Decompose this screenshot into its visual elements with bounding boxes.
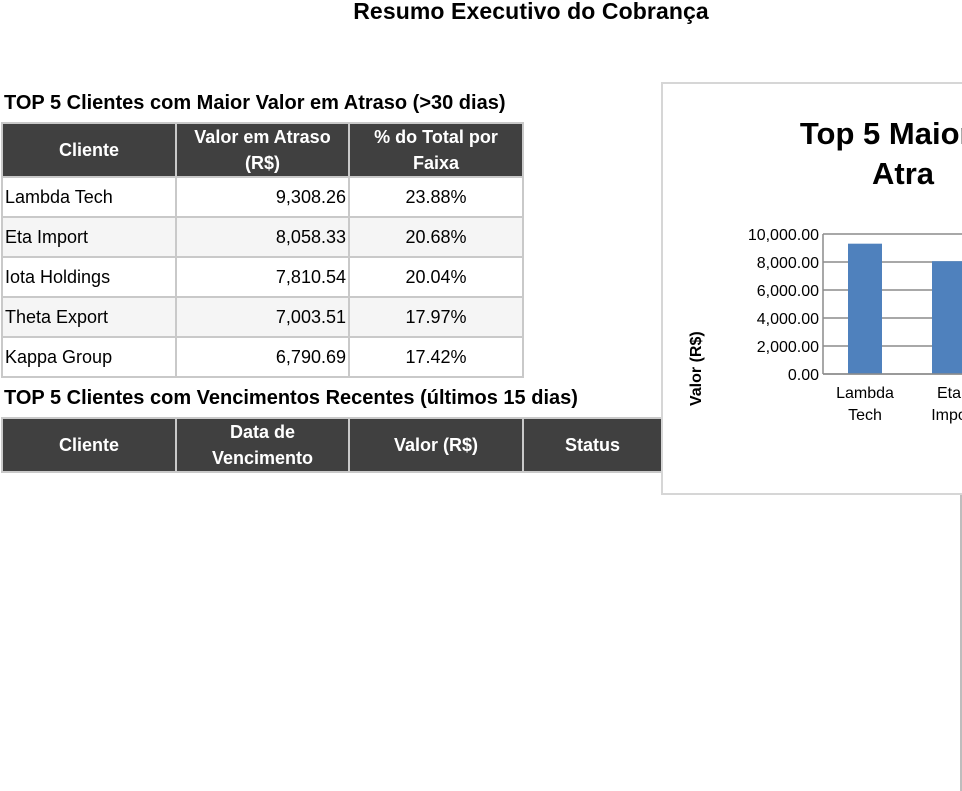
column-header-status[interactable]: Status bbox=[522, 417, 663, 473]
sheet-edge-divider bbox=[960, 490, 962, 791]
percent-cell[interactable]: 20.04% bbox=[348, 256, 524, 298]
table-row[interactable]: Kappa Group 6,790.69 17.42% bbox=[1, 336, 524, 378]
top5-overdue-chart[interactable]: Top 5 Maiores Atra Valor (R$) 0.002,000.… bbox=[661, 82, 962, 495]
column-header-percent-total[interactable]: % do Total por Faixa bbox=[348, 122, 524, 178]
client-cell[interactable]: Iota Holdings bbox=[1, 256, 177, 298]
chart-title-line: Atra bbox=[871, 156, 934, 191]
client-cell[interactable]: Theta Export bbox=[1, 296, 177, 338]
overdue-value-cell[interactable]: 6,790.69 bbox=[175, 336, 350, 378]
percent-cell[interactable]: 17.42% bbox=[348, 336, 524, 378]
page-title: Resumo Executivo do Cobrança bbox=[353, 0, 709, 24]
table-row[interactable]: Lambda Tech 9,308.26 23.88% bbox=[1, 176, 524, 218]
chart-y-tick-label: 0.00 bbox=[788, 367, 819, 384]
overdue-section-title: TOP 5 Clientes com Maior Valor em Atraso… bbox=[4, 92, 506, 114]
chart-bar bbox=[932, 261, 962, 374]
chart-y-tick-label: 2,000.00 bbox=[757, 339, 819, 356]
overdue-value-cell[interactable]: 9,308.26 bbox=[175, 176, 350, 218]
chart-plot-area: 0.00 2,000.00 4,000.00 6,000.00 8,000.00 10,0… bbox=[748, 227, 962, 424]
overdue-value-cell[interactable]: 7,810.54 bbox=[175, 256, 350, 298]
table-row[interactable]: Theta Export 7,003.51 17.97% bbox=[1, 296, 524, 338]
client-cell[interactable]: Eta Import bbox=[1, 216, 177, 258]
chart-title: Top 5 Maiores Atra bbox=[703, 114, 962, 194]
recent-due-section-title: TOP 5 Clientes com Vencimentos Recentes … bbox=[4, 387, 578, 409]
column-header-client[interactable]: Cliente bbox=[1, 122, 177, 178]
column-header-overdue-value[interactable]: Valor em Atraso (R$) bbox=[175, 122, 350, 178]
chart-y-tick-label: 10,000.00 bbox=[748, 227, 819, 244]
table-row[interactable]: Eta Import 8,058.33 20.68% bbox=[1, 216, 524, 258]
client-cell[interactable]: Kappa Group bbox=[1, 336, 177, 378]
column-header-value[interactable]: Valor (R$) bbox=[348, 417, 524, 473]
percent-cell[interactable]: 23.88% bbox=[348, 176, 524, 218]
chart-y-tick-label: 8,000.00 bbox=[757, 255, 819, 272]
chart-bar bbox=[848, 243, 882, 374]
chart-y-tick-label: 6,000.00 bbox=[757, 283, 819, 300]
chart-title-line: Top 5 Maiores bbox=[799, 116, 962, 151]
chart-x-tick-label: Lambda Tech bbox=[836, 385, 894, 424]
percent-cell[interactable]: 17.97% bbox=[348, 296, 524, 338]
client-cell[interactable]: Lambda Tech bbox=[1, 176, 177, 218]
overdue-value-cell[interactable]: 7,003.51 bbox=[175, 296, 350, 338]
overdue-value-cell[interactable]: 8,058.33 bbox=[175, 216, 350, 258]
column-header-client[interactable]: Cliente bbox=[1, 417, 177, 473]
percent-cell[interactable]: 20.68% bbox=[348, 216, 524, 258]
chart-y-tick-label: 4,000.00 bbox=[757, 311, 819, 328]
recent-due-table: Cliente Data de Vencimento Valor (R$) St… bbox=[1, 417, 663, 473]
column-header-due-date[interactable]: Data de Vencimento bbox=[175, 417, 350, 473]
table-row[interactable]: Iota Holdings 7,810.54 20.04% bbox=[1, 256, 524, 298]
overdue-table: Cliente Valor em Atraso (R$) % do Total … bbox=[1, 122, 524, 378]
